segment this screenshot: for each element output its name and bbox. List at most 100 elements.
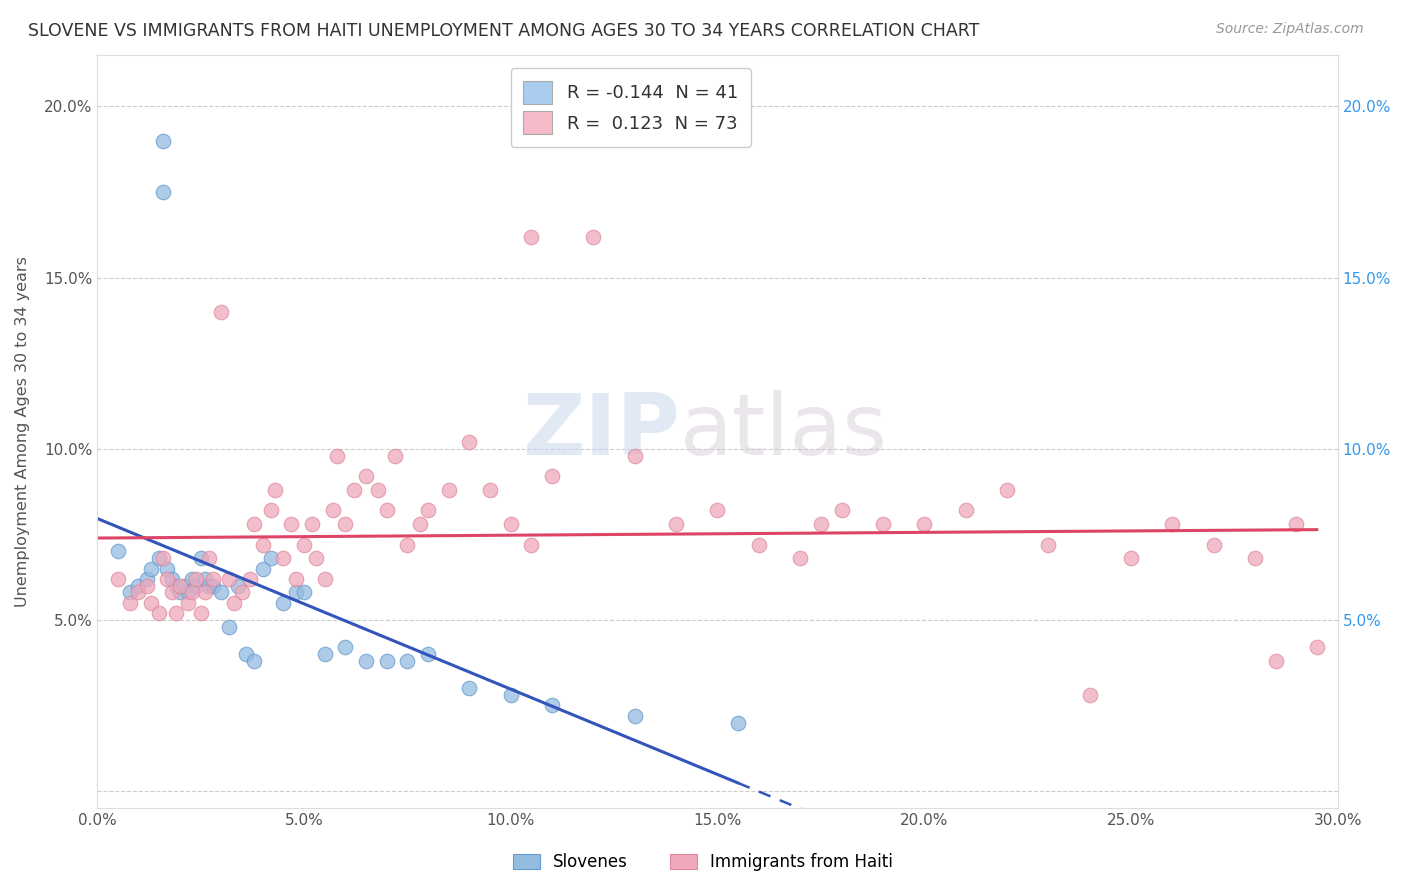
Point [409,516,432,531]
Point [541,698,564,713]
Point [706,503,728,517]
Point [165,606,187,620]
Point [1285,516,1308,531]
Point [194,585,217,599]
Point [152,551,174,566]
Point [173,579,195,593]
Point [541,469,564,483]
Point [284,585,307,599]
Point [260,503,283,517]
Point [727,715,749,730]
Point [139,561,162,575]
Point [367,483,389,497]
Point [169,585,191,599]
Point [271,551,294,566]
Point [284,572,307,586]
Point [160,572,183,586]
Point [582,229,605,244]
Point [177,585,200,599]
Point [301,516,323,531]
Point [326,449,349,463]
Point [231,585,253,599]
Point [165,579,187,593]
Y-axis label: Unemployment Among Ages 30 to 34 years: Unemployment Among Ages 30 to 34 years [15,256,30,607]
Point [384,449,406,463]
Point [218,572,240,586]
Point [292,585,315,599]
Point [1306,640,1329,655]
Point [748,537,770,551]
Point [416,647,439,661]
Point [186,572,208,586]
Point [314,572,336,586]
Point [458,681,481,696]
Point [152,185,174,199]
Point [520,537,543,551]
Point [160,585,183,599]
Point [252,561,274,575]
Legend: Slovenes, Immigrants from Haiti: Slovenes, Immigrants from Haiti [505,845,901,880]
Point [271,596,294,610]
Point [120,585,142,599]
Point [127,579,149,593]
Point [322,503,344,517]
Text: atlas: atlas [681,390,889,473]
Point [354,469,377,483]
Point [305,551,328,566]
Point [1161,516,1184,531]
Point [120,596,142,610]
Point [335,516,357,531]
Point [1119,551,1142,566]
Point [810,516,832,531]
Point [148,606,170,620]
Point [264,483,287,497]
Point [239,572,262,586]
Point [177,596,200,610]
Point [416,503,439,517]
Point [226,579,249,593]
Point [181,572,204,586]
Point [789,551,811,566]
Text: SLOVENE VS IMMIGRANTS FROM HAITI UNEMPLOYMENT AMONG AGES 30 TO 34 YEARS CORRELAT: SLOVENE VS IMMIGRANTS FROM HAITI UNEMPLO… [28,22,980,40]
Point [437,483,460,497]
Point [396,654,419,668]
Point [335,640,357,655]
Point [1244,551,1267,566]
Point [665,516,688,531]
Point [499,516,522,531]
Point [127,585,149,599]
Point [197,551,219,566]
Point [190,606,212,620]
Point [995,483,1018,497]
Point [831,503,853,517]
Point [209,305,232,319]
Legend: R = -0.144  N = 41, R =  0.123  N = 73: R = -0.144 N = 41, R = 0.123 N = 73 [510,68,751,147]
Point [243,516,266,531]
Point [181,585,204,599]
Point [499,688,522,702]
Point [314,647,336,661]
Point [252,537,274,551]
Text: Source: ZipAtlas.com: Source: ZipAtlas.com [1216,22,1364,37]
Point [197,579,219,593]
Point [1202,537,1225,551]
Point [218,620,240,634]
Point [280,516,302,531]
Point [135,579,157,593]
Point [623,708,645,723]
Point [292,537,315,551]
Point [186,579,208,593]
Point [156,572,179,586]
Point [201,579,224,593]
Point [1078,688,1101,702]
Text: ZIP: ZIP [523,390,681,473]
Point [235,647,257,661]
Point [222,596,245,610]
Point [209,585,232,599]
Point [912,516,935,531]
Point [152,134,174,148]
Point [396,537,419,551]
Point [243,654,266,668]
Point [354,654,377,668]
Point [342,483,364,497]
